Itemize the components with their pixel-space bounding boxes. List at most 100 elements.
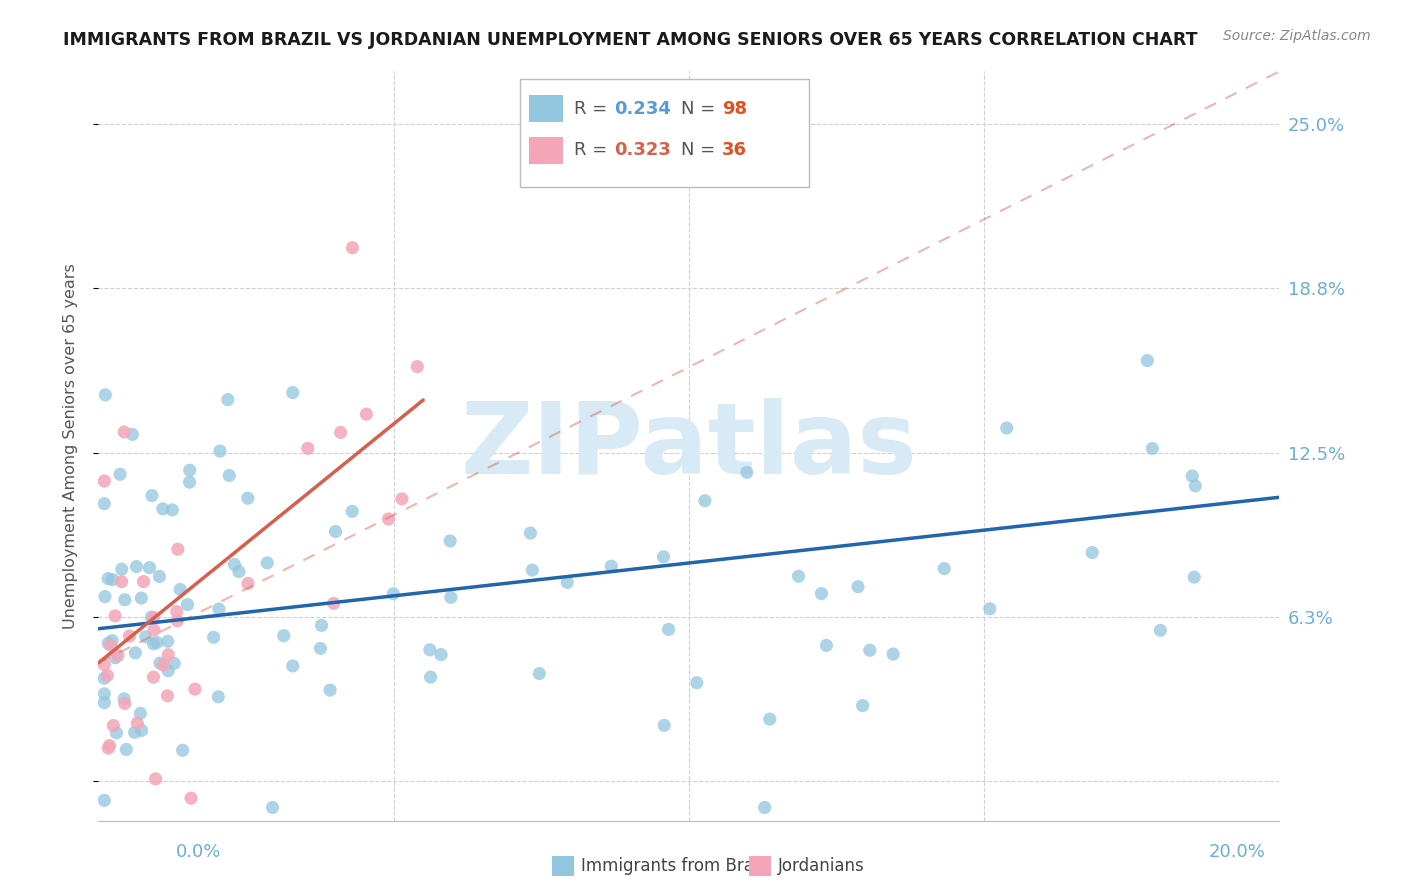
Point (356, 407, 378, 421)
Point (419, 670, 441, 684)
Text: Jordanians: Jordanians (779, 857, 865, 875)
Point (111, 562, 134, 576)
Point (522, 563, 544, 577)
Point (529, 666, 551, 681)
Point (93, 696, 115, 710)
Point (142, 637, 165, 651)
Point (93, 687, 115, 701)
Point (995, 421, 1018, 435)
Point (325, 524, 347, 539)
Point (652, 549, 675, 564)
Point (754, 800, 776, 814)
Point (377, 512, 399, 526)
Text: IMMIGRANTS FROM BRAZIL VS JORDANIAN UNEMPLOYMENT AMONG SENIORS OVER 65 YEARS COR: IMMIGRANTS FROM BRAZIL VS JORDANIAN UNEM… (63, 31, 1198, 49)
Point (108, 467, 131, 482)
Point (382, 587, 405, 601)
Point (256, 556, 278, 570)
Point (110, 574, 132, 589)
Point (859, 643, 882, 657)
Point (93, 671, 115, 685)
Point (262, 800, 284, 814)
Point (93, 657, 115, 672)
Point (658, 623, 681, 637)
Point (121, 427, 143, 442)
Text: 0.323: 0.323 (614, 141, 672, 159)
Point (166, 605, 188, 619)
Text: ZIPatlas: ZIPatlas (461, 398, 917, 494)
Point (124, 646, 146, 660)
Text: Immigrants from Brazil: Immigrants from Brazil (582, 857, 772, 875)
Point (152, 657, 174, 672)
Text: 36: 36 (723, 141, 747, 159)
Point (787, 569, 810, 583)
Point (236, 491, 259, 505)
Bar (530, 95, 562, 122)
Point (342, 241, 364, 255)
Point (157, 648, 180, 662)
Point (224, 558, 246, 572)
Point (297, 442, 319, 456)
Text: 98: 98 (723, 100, 747, 118)
Point (172, 743, 194, 757)
Point (1081, 545, 1104, 559)
Point (129, 706, 152, 721)
Point (103, 718, 125, 732)
Text: 0.0%: 0.0% (176, 843, 221, 861)
Point (138, 560, 160, 574)
Point (112, 425, 135, 439)
Point (114, 697, 136, 711)
Point (101, 633, 124, 648)
Point (157, 664, 180, 678)
Point (758, 712, 780, 726)
Point (104, 650, 127, 665)
Point (439, 533, 461, 548)
Point (735, 466, 758, 480)
Point (406, 359, 429, 374)
Point (145, 772, 167, 786)
Point (1182, 570, 1205, 584)
Point (281, 659, 304, 673)
Point (142, 670, 165, 684)
FancyBboxPatch shape (520, 78, 810, 187)
Point (148, 569, 170, 583)
Point (162, 503, 184, 517)
Point (131, 723, 153, 738)
Text: 0.234: 0.234 (614, 100, 672, 118)
Point (93, 474, 115, 488)
Point (105, 726, 128, 740)
Point (112, 691, 135, 706)
Point (419, 642, 441, 657)
Point (430, 648, 453, 662)
Y-axis label: Unemployment Among Seniors over 65 years: Unemployment Among Seniors over 65 years (63, 263, 77, 629)
Point (693, 493, 716, 508)
Point (273, 629, 295, 643)
Point (98, 638, 121, 652)
Point (97, 636, 120, 650)
Text: Source: ZipAtlas.com: Source: ZipAtlas.com (1223, 29, 1371, 43)
Point (979, 601, 1001, 615)
Point (882, 647, 904, 661)
Point (104, 608, 127, 623)
Point (1149, 624, 1171, 638)
Point (176, 598, 198, 612)
Point (311, 618, 333, 632)
Point (141, 610, 163, 624)
Point (125, 559, 148, 574)
Point (810, 587, 832, 601)
Point (1136, 353, 1159, 368)
Point (127, 716, 149, 731)
Point (179, 463, 201, 477)
Point (319, 683, 342, 698)
Point (129, 591, 152, 605)
Point (94, 388, 117, 402)
Text: R =: R = (575, 100, 613, 118)
Point (169, 582, 191, 597)
Point (114, 592, 136, 607)
Point (236, 576, 259, 591)
Point (93, 497, 115, 511)
Point (934, 561, 956, 575)
Point (309, 641, 332, 656)
Point (97, 741, 120, 756)
Point (96, 668, 118, 682)
Point (281, 385, 304, 400)
